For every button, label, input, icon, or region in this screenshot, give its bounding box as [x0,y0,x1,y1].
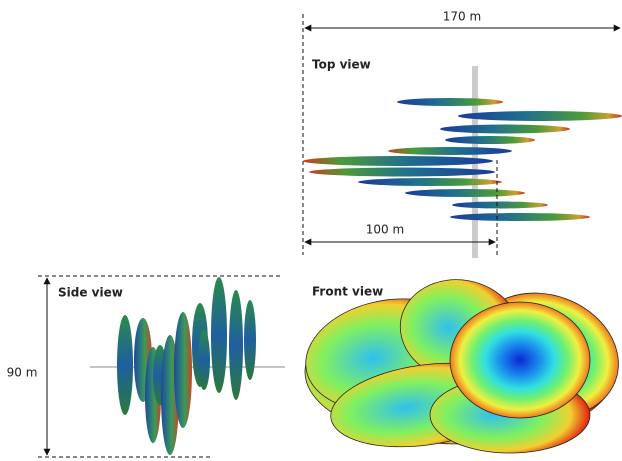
dim-label: 100 m [366,223,404,237]
fractures [117,277,256,455]
top-view: 170 m Top view 100 m [303,10,622,259]
view-title: Top view [312,58,371,72]
view-title: Side view [58,286,123,300]
dim-label: 170 m [443,10,481,24]
front-view: Front view [297,270,622,457]
fractures [303,98,622,221]
figure: 170 m Top view 100 m 90 m Side view [0,0,622,461]
side-view: 90 m Side view [7,276,285,457]
dim-label: 90 m [7,366,38,380]
view-title: Front view [312,285,383,299]
